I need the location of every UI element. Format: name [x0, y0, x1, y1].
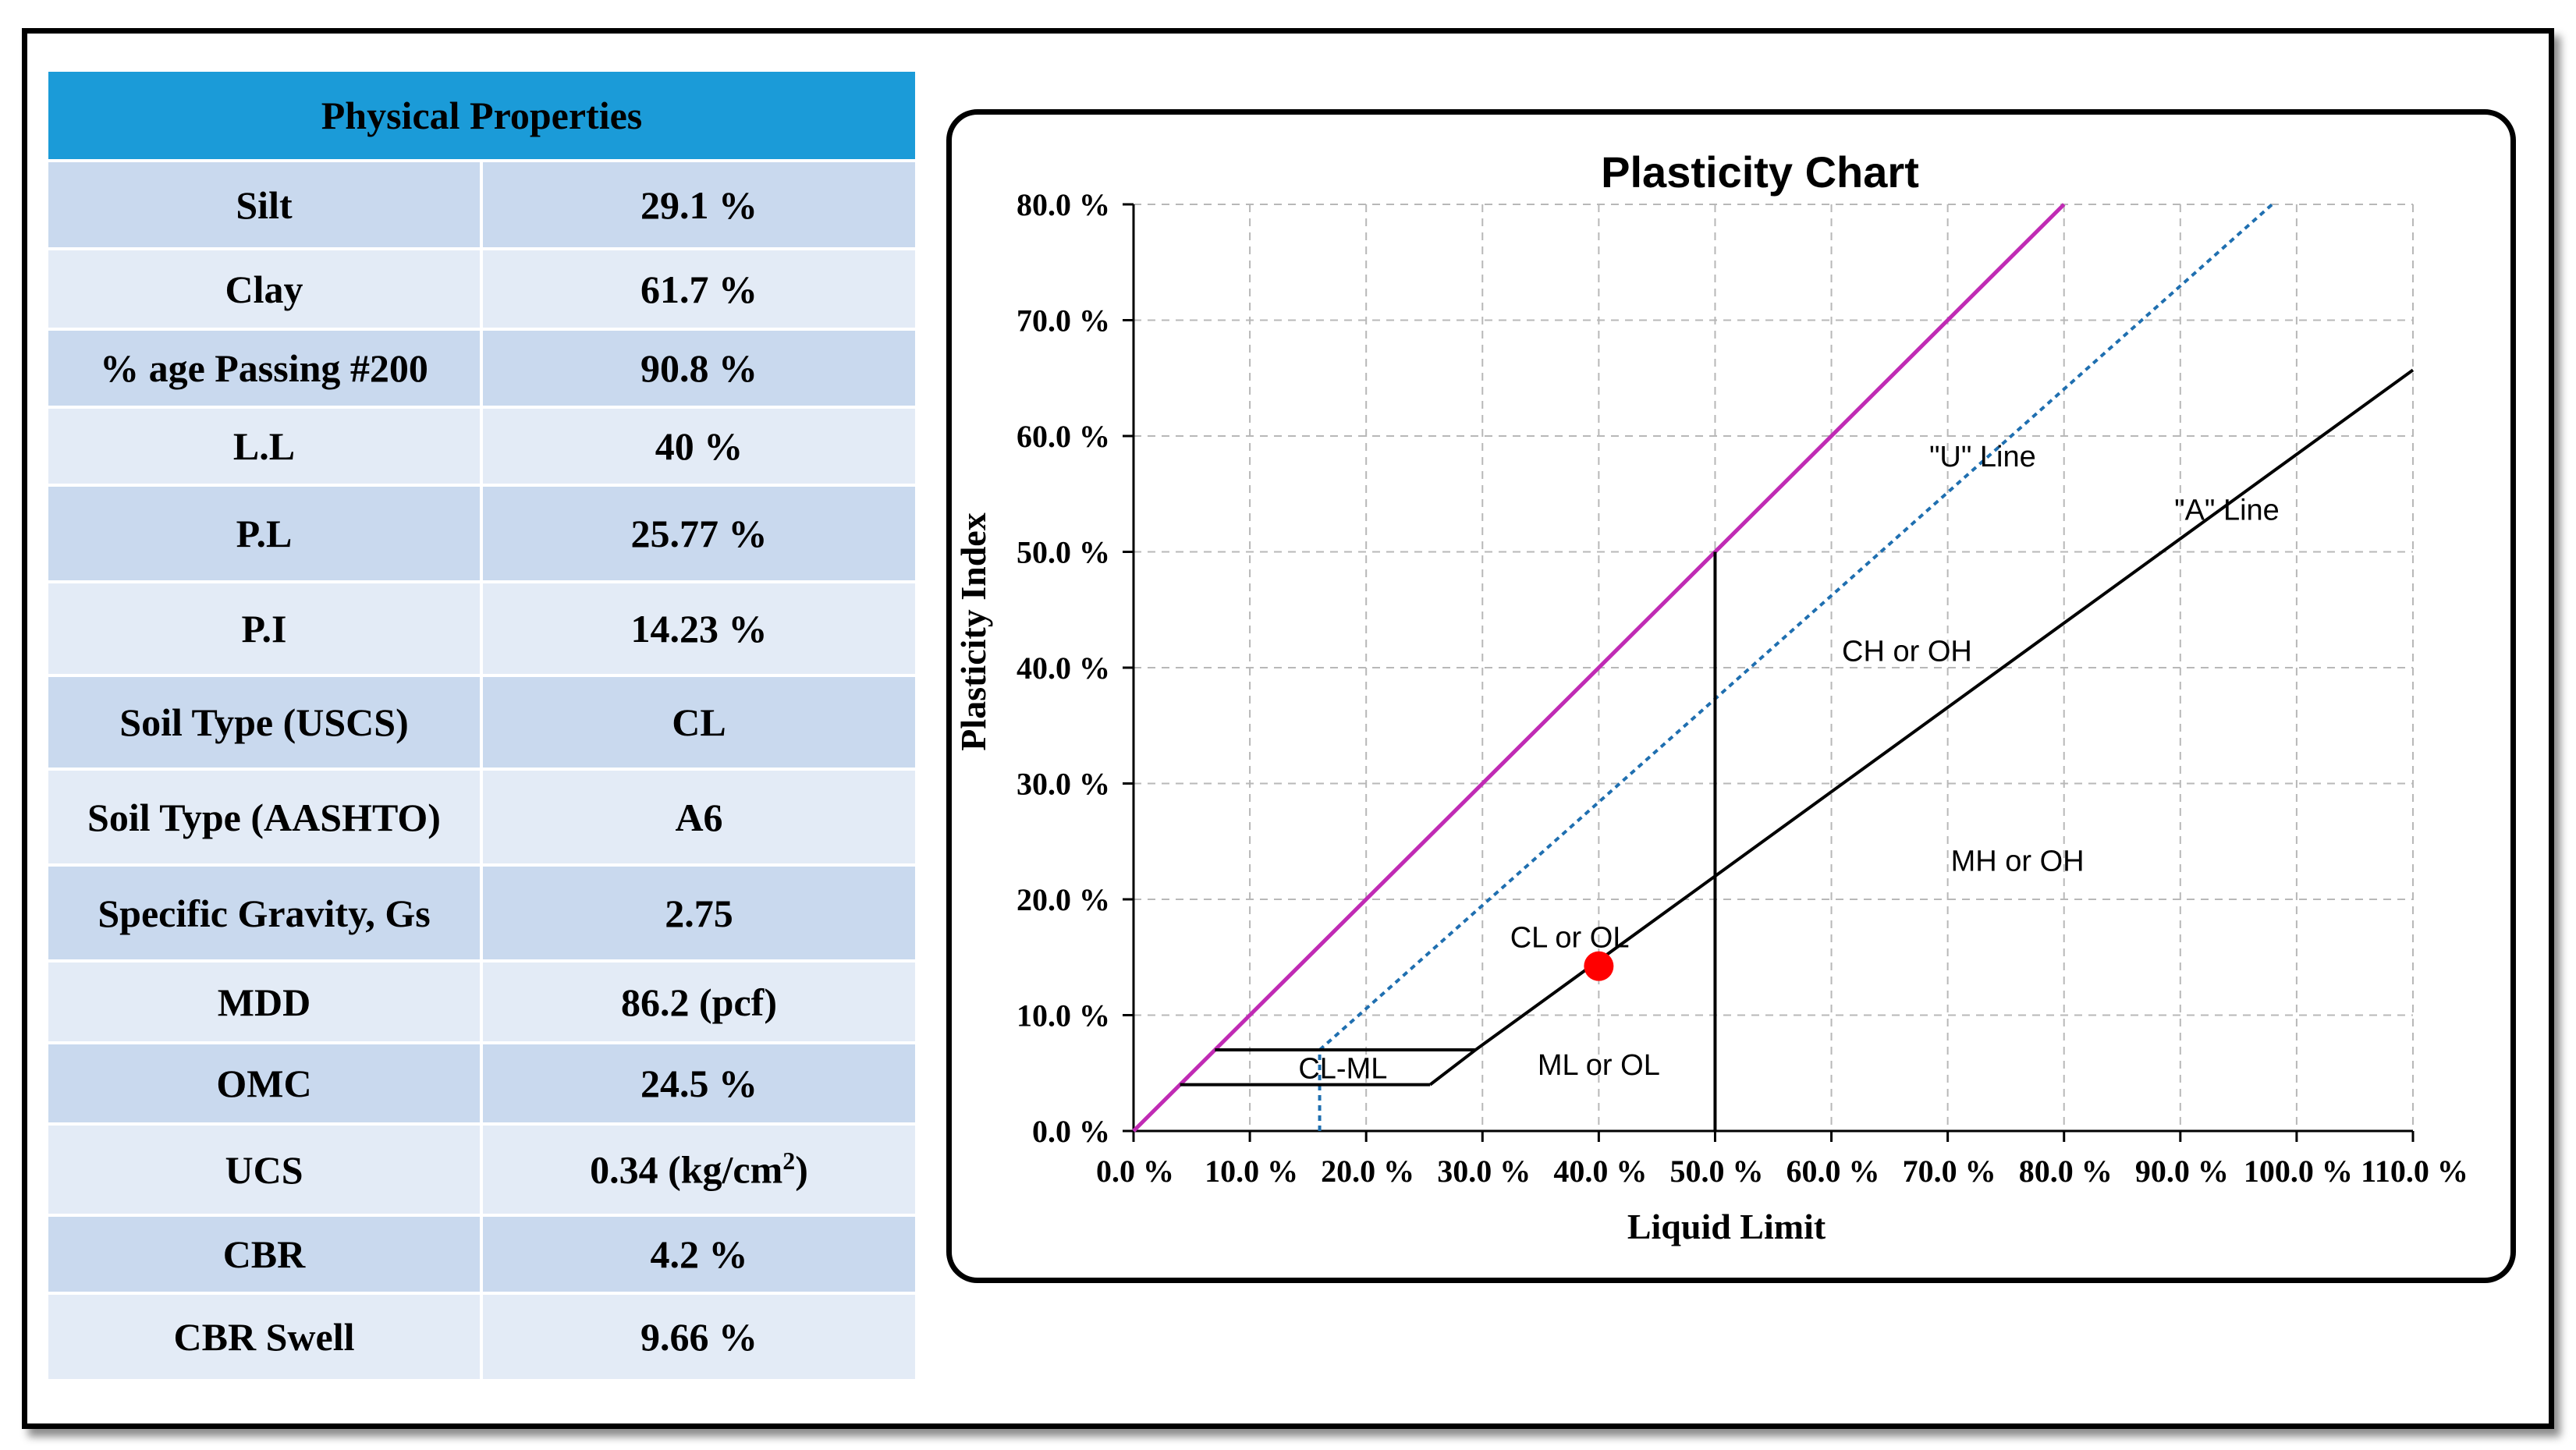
x-tick-label: 80.0 %	[2019, 1154, 2113, 1189]
property-label: P.L	[45, 484, 483, 583]
y-tick-label: 10.0 %	[1017, 998, 1110, 1033]
y-tick-label: 80.0 %	[1017, 187, 1110, 222]
property-label: CBR Swell	[45, 1292, 483, 1382]
property-label: Soil Type (AASHTO)	[45, 768, 483, 867]
property-label: MDD	[45, 959, 483, 1044]
property-value: 14.23 %	[480, 580, 918, 677]
x-tick-label: 20.0 %	[1321, 1154, 1414, 1189]
property-value: 0.34 (kg/cm2)	[480, 1122, 918, 1217]
x-tick-label: 90.0 %	[2135, 1154, 2229, 1189]
chart-annotation: MH or OH	[1951, 846, 2085, 878]
table-row: MDD 86.2 (pcf)	[45, 959, 918, 1044]
table-row: UCS 0.34 (kg/cm2)	[45, 1122, 918, 1217]
series-line	[1428, 368, 2415, 1087]
chart-title: Plasticity Chart	[1601, 147, 1919, 197]
y-tick-label: 70.0 %	[1017, 303, 1110, 339]
x-tick-label: 30.0 %	[1437, 1154, 1531, 1189]
chart-annotations: "U" Line "A" Line CH or OH MH or OH CL or OL…	[1298, 441, 2279, 1085]
y-axis-label: Plasticity Index	[953, 512, 993, 750]
physical-properties-table: Physical Properties Silt 29.1 % Clay 61.…	[45, 69, 918, 1382]
chart-annotation: ML or OL	[1538, 1049, 1660, 1082]
table-row: % age Passing #200 90.8 %	[45, 328, 918, 409]
table-row: CBR Swell 9.66 %	[45, 1292, 918, 1382]
property-label: P.I	[45, 580, 483, 677]
property-label: UCS	[45, 1122, 483, 1217]
property-label: L.L	[45, 406, 483, 487]
plasticity-chart: Plasticity Chart Liquid Limit Plasticity…	[953, 147, 2468, 1246]
ucs-value-text: 0.34 (kg/cm	[590, 1147, 783, 1192]
ucs-value-suffix: )	[795, 1147, 808, 1192]
chart-sample-points	[1584, 951, 1614, 981]
property-value: CL	[480, 674, 918, 771]
y-tick-label: 60.0 %	[1017, 419, 1110, 454]
series-line	[1132, 203, 2066, 1133]
chart-annotation: CL-ML	[1298, 1052, 1387, 1085]
x-tick-label: 60.0 %	[1787, 1154, 1880, 1189]
x-tick-label: 10.0 %	[1205, 1154, 1298, 1189]
chart-panel	[946, 109, 2516, 1283]
table-header-row: Physical Properties	[45, 69, 918, 162]
y-tick-label: 30.0 %	[1017, 767, 1110, 802]
property-value: 25.77 %	[480, 484, 918, 583]
x-tick-label: 100.0 %	[2244, 1154, 2353, 1189]
x-tick-label: 0.0 %	[1096, 1154, 1174, 1189]
property-value: 61.7 %	[480, 247, 918, 331]
chart-annotation: "A" Line	[2174, 495, 2280, 527]
table-row: Soil Type (USCS) CL	[45, 674, 918, 771]
chart-annotation: "U" Line	[1929, 441, 2036, 473]
chart-grid	[1134, 204, 2414, 1131]
property-label: OMC	[45, 1041, 483, 1126]
x-tick-label: 50.0 %	[1669, 1154, 1763, 1189]
property-value: 86.2 (pcf)	[480, 959, 918, 1044]
x-axis-label: Liquid Limit	[1627, 1207, 1826, 1246]
table-header: Physical Properties	[45, 69, 918, 162]
property-label: Clay	[45, 247, 483, 331]
property-label: Specific Gravity, Gs	[45, 863, 483, 963]
chart-lines	[1132, 203, 2415, 1133]
y-tick-label: 40.0 %	[1017, 651, 1110, 686]
x-tick-label: 70.0 %	[1903, 1154, 1996, 1189]
property-label: Silt	[45, 159, 483, 250]
property-value: 24.5 %	[480, 1041, 918, 1126]
table-row: Soil Type (AASHTO) A6	[45, 768, 918, 867]
sample-data-point	[1584, 951, 1614, 981]
y-tick-label: 50.0 %	[1017, 535, 1110, 570]
chart-axes: 0.0 % 10.0 % 20.0 % 30.0 % 40.0 % 50.0 % 60.0 …	[1017, 187, 2468, 1189]
property-value: 2.75	[480, 863, 918, 963]
table-row: OMC 24.5 %	[45, 1041, 918, 1126]
property-label: Soil Type (USCS)	[45, 674, 483, 771]
table-row: CBR 4.2 %	[45, 1214, 918, 1295]
table-row: L.L 40 %	[45, 406, 918, 487]
table-row: P.I 14.23 %	[45, 580, 918, 677]
y-tick-label: 0.0 %	[1032, 1114, 1110, 1149]
property-value: 9.66 %	[480, 1292, 918, 1382]
property-value: A6	[480, 768, 918, 867]
table-row: Silt 29.1 %	[45, 159, 918, 250]
property-value: 40 %	[480, 406, 918, 487]
chart-annotation: CL or OL	[1510, 922, 1630, 955]
table-row: Specific Gravity, Gs 2.75	[45, 863, 918, 963]
property-label: CBR	[45, 1214, 483, 1295]
x-tick-label: 110.0 %	[2361, 1154, 2468, 1189]
property-value: 29.1 %	[480, 159, 918, 250]
property-value: 90.8 %	[480, 328, 918, 409]
table-row: P.L 25.77 %	[45, 484, 918, 583]
property-label: % age Passing #200	[45, 328, 483, 409]
table-row: Clay 61.7 %	[45, 247, 918, 331]
ucs-unit-exponent: 2	[782, 1147, 796, 1175]
y-tick-label: 20.0 %	[1017, 882, 1110, 917]
x-tick-label: 40.0 %	[1553, 1154, 1647, 1189]
chart-annotation: CH or OH	[1842, 636, 1972, 668]
property-value: 4.2 %	[480, 1214, 918, 1295]
